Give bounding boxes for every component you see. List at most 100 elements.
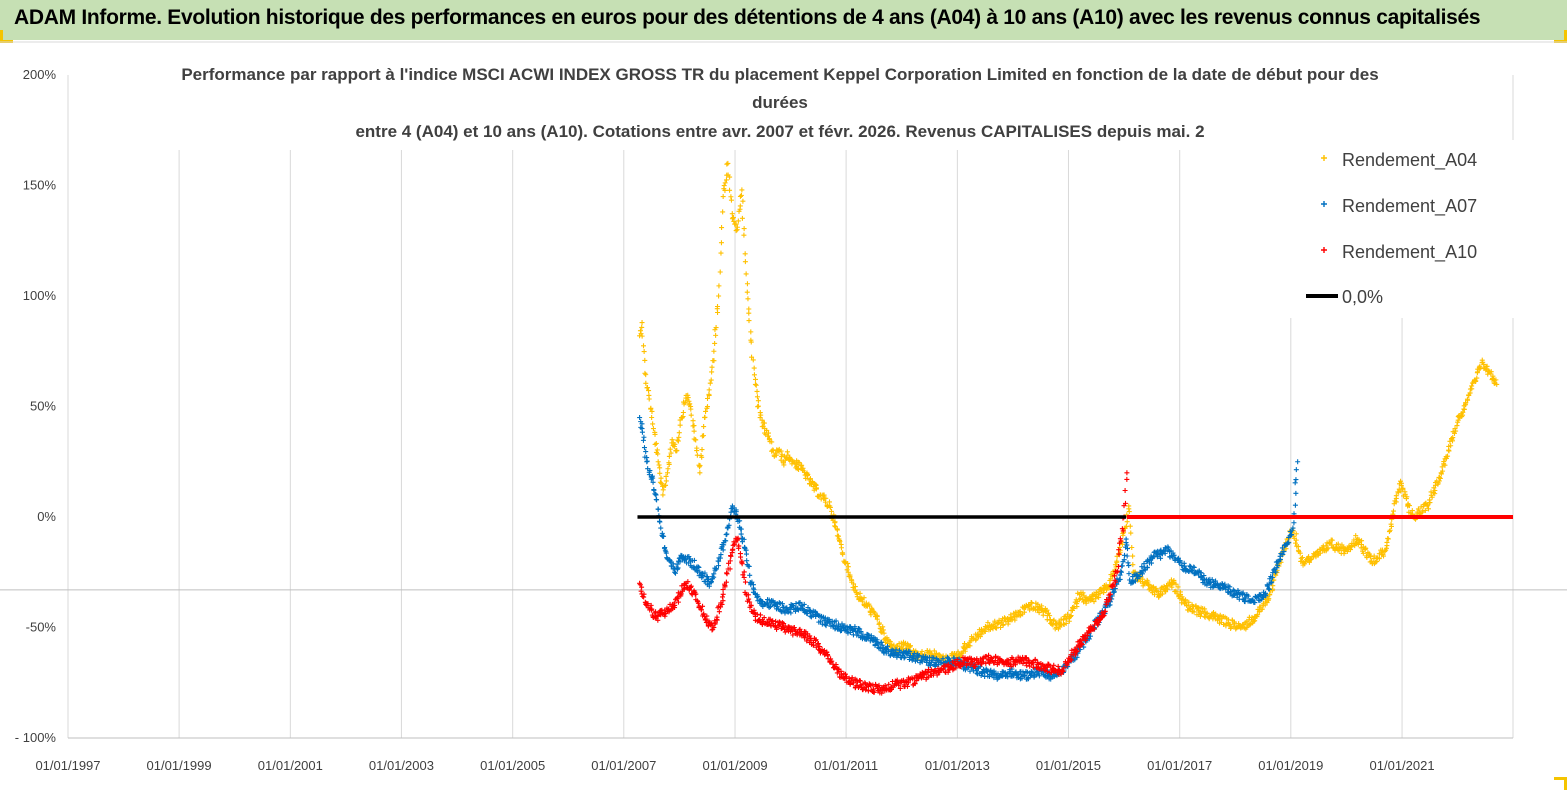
scatter-mark	[1267, 592, 1273, 598]
scatter-mark	[734, 224, 740, 230]
scatter-mark	[1117, 544, 1123, 550]
scatter-mark	[876, 620, 882, 626]
scatter-mark	[716, 563, 722, 569]
legend: Rendement_A04 Rendement_A07 Rendement_A10 0…	[1282, 140, 1522, 318]
scatter-mark	[704, 404, 710, 410]
scatter-mark	[740, 198, 746, 204]
data-point	[658, 525, 664, 531]
scatter-mark	[1439, 464, 1445, 470]
scatter-mark	[759, 417, 765, 423]
scatter-mark	[1187, 606, 1193, 612]
scatter-mark	[655, 451, 661, 457]
scatter-mark	[1371, 553, 1377, 559]
x-tick-label: 01/01/2005	[480, 758, 545, 773]
scatter-mark	[642, 357, 648, 363]
scatter-mark	[665, 466, 671, 472]
scatter-mark	[994, 625, 1000, 631]
scatter-mark	[667, 446, 673, 452]
scatter-mark	[761, 420, 767, 426]
scatter-mark	[731, 218, 737, 224]
scatter-mark	[1012, 617, 1018, 623]
scatter-mark	[778, 448, 784, 454]
scatter-mark	[902, 654, 908, 660]
scatter-mark	[869, 637, 875, 643]
scatter-mark	[663, 550, 669, 556]
scatter-mark	[785, 609, 791, 615]
x-tick-label: 01/01/2007	[591, 758, 656, 773]
scatter-mark	[750, 357, 756, 363]
scatter-mark	[699, 447, 705, 453]
scatter-mark	[1442, 462, 1448, 468]
scatter-mark	[1293, 477, 1299, 483]
scatter-mark	[1000, 621, 1006, 627]
scatter-mark	[851, 581, 857, 587]
scatter-mark	[715, 558, 721, 564]
scatter-mark	[766, 597, 772, 603]
scatter-mark	[733, 221, 739, 227]
series-layer	[637, 160, 1513, 696]
scatter-mark	[1173, 588, 1179, 594]
scatter-mark	[1145, 579, 1151, 585]
scatter-mark	[654, 497, 660, 503]
scatter-mark	[1127, 523, 1133, 529]
scatter-mark	[907, 649, 913, 655]
scatter-mark	[1474, 375, 1480, 381]
scatter-mark	[1441, 459, 1447, 465]
scatter-mark	[1063, 620, 1069, 626]
scatter-mark	[1493, 377, 1499, 383]
scatter-mark	[746, 563, 752, 569]
scatter-mark	[834, 527, 840, 533]
scatter-mark	[641, 445, 647, 451]
scatter-mark	[1335, 541, 1341, 547]
scatter-mark	[1465, 397, 1471, 403]
scatter-mark	[1022, 672, 1028, 678]
scatter-mark	[810, 484, 816, 490]
scatter-mark	[983, 624, 989, 630]
scatter-mark	[1019, 673, 1025, 679]
scatter-mark	[872, 643, 878, 649]
scatter-mark	[1415, 506, 1421, 512]
y-tick-label: - 100%	[15, 730, 57, 745]
scatter-mark	[674, 447, 680, 453]
scatter-mark	[1426, 506, 1431, 512]
scatter-mark	[641, 349, 647, 355]
scatter-mark	[688, 406, 694, 412]
scatter-mark	[1404, 494, 1410, 500]
scatter-mark	[668, 450, 674, 456]
scatter-mark	[1124, 476, 1130, 482]
scatter-mark	[931, 648, 937, 654]
scatter-mark	[752, 376, 758, 382]
scatter-mark	[671, 444, 677, 450]
scatter-mark	[1080, 596, 1086, 602]
scatter-mark	[1380, 551, 1386, 557]
scatter-mark	[1186, 599, 1192, 605]
scatter-mark	[1124, 519, 1130, 525]
scatter-mark	[677, 559, 683, 565]
data-point	[725, 160, 731, 166]
scatter-mark	[861, 595, 867, 601]
scatter-mark	[765, 433, 771, 439]
scatter-mark	[741, 232, 747, 238]
grid-layer	[0, 41, 1567, 739]
scatter-mark	[1061, 621, 1067, 627]
scatter-mark	[737, 193, 743, 199]
data-point	[650, 426, 656, 432]
scatter-mark	[845, 630, 851, 636]
scatter-mark	[1467, 390, 1473, 396]
scatter-mark	[650, 421, 656, 427]
scatter-mark	[1122, 552, 1128, 558]
scatter-mark	[1297, 550, 1303, 556]
scatter-mark	[657, 519, 663, 525]
data-point	[697, 470, 703, 476]
scatter-mark	[827, 504, 833, 510]
scatter-mark	[1129, 544, 1135, 550]
scatter-mark	[1400, 486, 1406, 492]
scatter-mark	[1101, 590, 1107, 596]
data-point	[720, 194, 726, 200]
scatter-mark	[1293, 490, 1299, 496]
scatter-mark	[849, 577, 855, 583]
data-point	[660, 492, 666, 498]
data-point	[637, 415, 643, 421]
data-point	[639, 320, 645, 326]
scatter-mark	[660, 487, 666, 493]
